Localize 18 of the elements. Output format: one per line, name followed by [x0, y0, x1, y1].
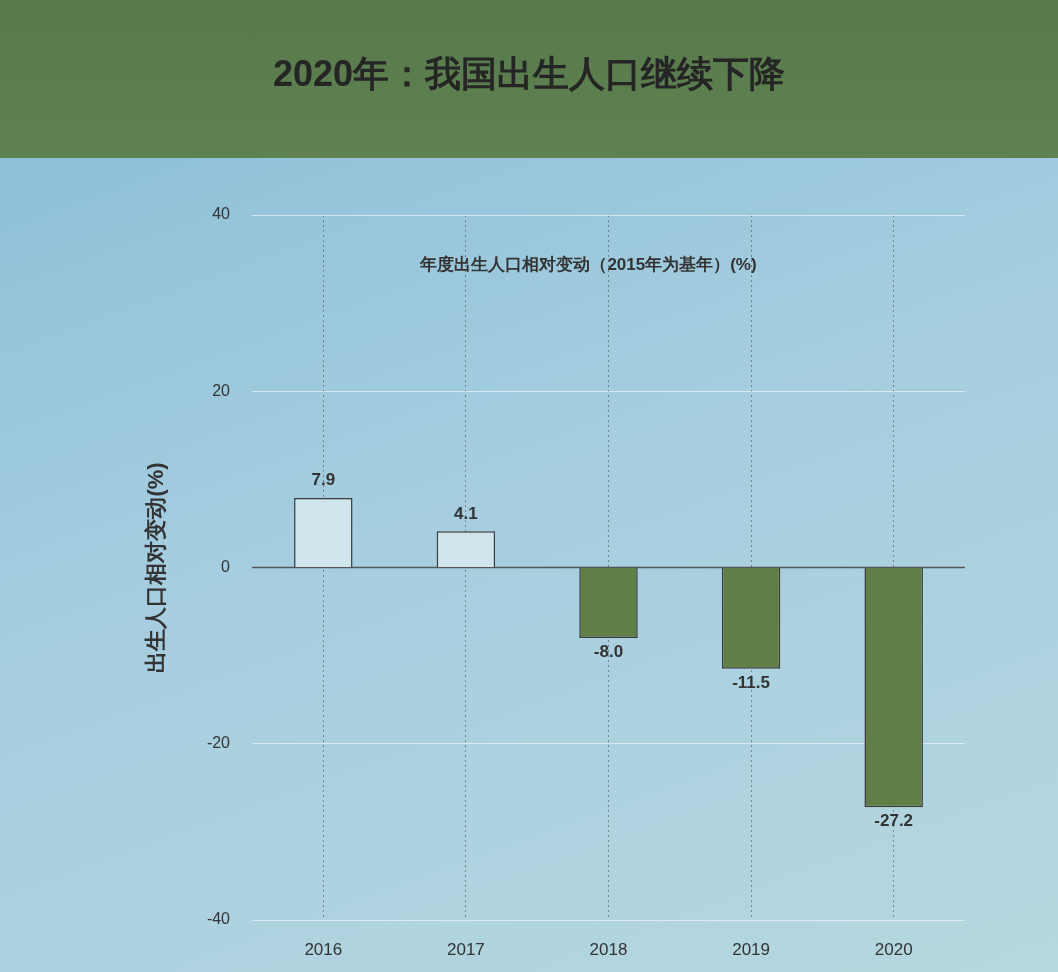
data-label: -11.5: [732, 673, 771, 693]
y-tick-label: -20: [206, 734, 231, 752]
data-label: -27.2: [874, 811, 914, 831]
chart-title: 2020年：我国出生人口继续下降: [272, 51, 786, 96]
y-tick-label: -40: [206, 910, 231, 928]
x-tick-label: 2017: [446, 939, 485, 959]
y-axis-title: 出生人口相对变动(%): [143, 462, 169, 673]
y-tick-label: 40: [212, 205, 231, 223]
data-label: 4.1: [454, 503, 478, 523]
x-tick-label: 2016: [304, 939, 343, 959]
data-label: 7.9: [311, 470, 336, 490]
y-tick-label: 20: [212, 381, 231, 399]
x-tick-label: 2020: [874, 939, 913, 959]
text: 年度出生人口相对变动（2015年为基年）(%): [419, 254, 757, 274]
x-tick-label: 2019: [732, 939, 771, 959]
x-tick-label: 2018: [589, 939, 628, 959]
y-tick-label: 0: [221, 557, 231, 575]
data-label: -8.0: [593, 642, 624, 662]
